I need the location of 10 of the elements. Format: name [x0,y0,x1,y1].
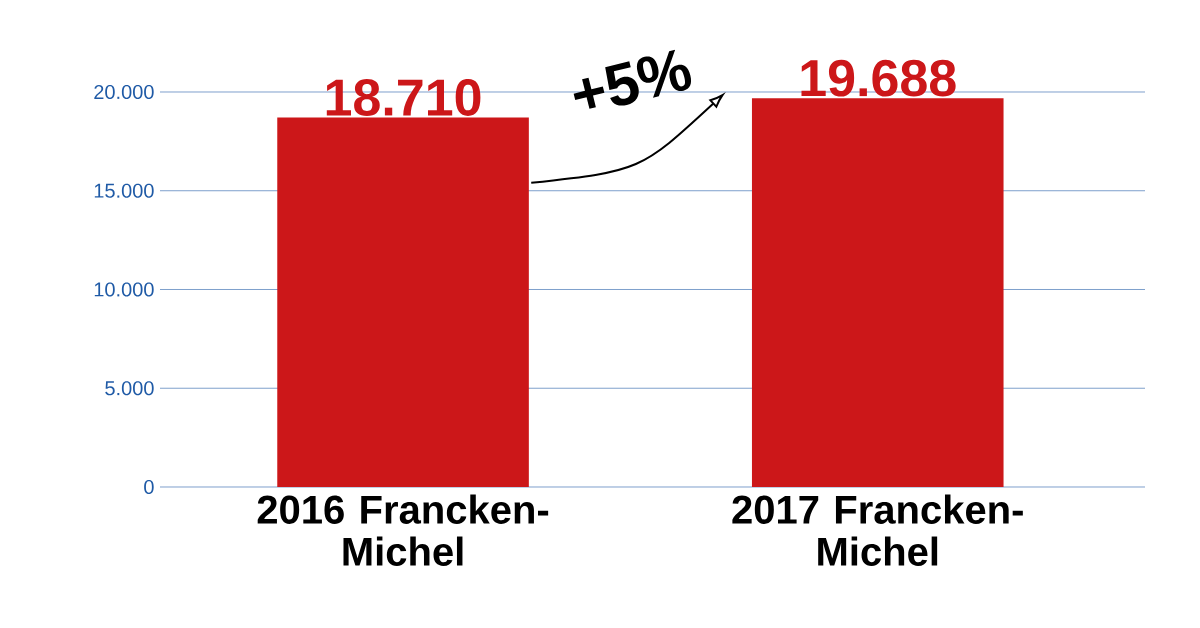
y-tick-label: 10.000 [94,282,154,297]
y-tick-label: 0 [144,479,154,495]
annotation: +5% [573,49,692,109]
data-label: 18.710 [326,79,481,116]
x-tick-label: 2016 Francken-Michel [257,494,549,566]
x-tick-label: 2017 Francken-Michel [732,494,1023,566]
data-label: 19.688 [801,59,956,97]
y-tick-label: 20.000 [94,84,154,100]
y-tick-label: 5.000 [105,381,154,396]
y-tick-label: 15.000 [94,183,154,198]
